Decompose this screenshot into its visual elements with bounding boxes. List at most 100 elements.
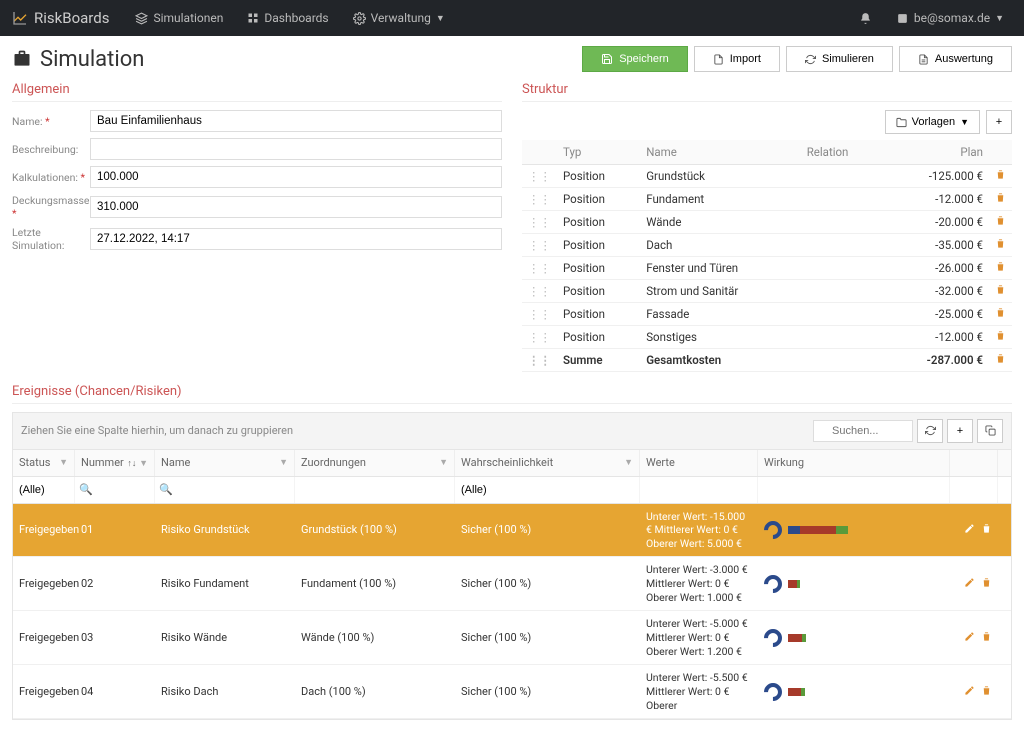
cell-plan: -26.000 € (884, 256, 989, 279)
filter-name[interactable] (173, 480, 290, 500)
drag-handle-icon[interactable]: ⋮⋮ (522, 233, 557, 256)
table-row-sum[interactable]: ⋮⋮ Summe Gesamtkosten -287.000 € (522, 348, 1012, 371)
trash-icon (981, 523, 992, 534)
import-button[interactable]: Import (694, 46, 780, 72)
col-typ[interactable]: Typ (557, 140, 640, 164)
col-name[interactable]: Name (640, 140, 800, 164)
delete-button[interactable] (989, 210, 1012, 233)
delete-button[interactable] (989, 187, 1012, 210)
cell-wirk (758, 569, 950, 599)
grid-row[interactable]: Freigegeben 02 Risiko Fundament Fundamen… (13, 557, 1011, 611)
drag-handle-icon[interactable]: ⋮⋮ (522, 325, 557, 348)
col-werte[interactable]: Werte (640, 450, 758, 476)
input-beschreibung[interactable] (90, 138, 502, 160)
delete-button[interactable] (989, 279, 1012, 302)
delete-button[interactable] (989, 233, 1012, 256)
table-row[interactable]: ⋮⋮ Position Fenster und Türen -26.000 € (522, 256, 1012, 279)
table-row[interactable]: ⋮⋮ Position Dach -35.000 € (522, 233, 1012, 256)
edit-button[interactable] (964, 631, 975, 645)
edit-button[interactable] (964, 685, 975, 699)
drag-handle-icon[interactable]: ⋮⋮ (522, 187, 557, 210)
nav-verwaltung[interactable]: Verwaltung ▼ (343, 0, 455, 36)
table-row[interactable]: ⋮⋮ Position Sonstiges -12.000 € (522, 325, 1012, 348)
group-bar[interactable]: Ziehen Sie eine Spalte hierhin, um danac… (12, 412, 1012, 450)
delete-button[interactable] (989, 302, 1012, 325)
user-menu[interactable]: be@somax.de ▼ (888, 0, 1012, 36)
input-letzte[interactable] (90, 228, 502, 250)
grid-row[interactable]: Freigegeben 04 Risiko Dach Dach (100 %) … (13, 665, 1011, 719)
trash-icon (995, 284, 1006, 295)
grid-row[interactable]: Freigegeben 01 Risiko Grundstück Grundst… (13, 504, 1011, 558)
cell-wahr: Sicher (100 %) (455, 517, 640, 542)
table-row[interactable]: ⋮⋮ Position Strom und Sanitär -32.000 € (522, 279, 1012, 302)
grid-row[interactable]: Freigegeben 03 Risiko Wände Wände (100 %… (13, 611, 1011, 665)
filter-nummer[interactable] (93, 480, 150, 500)
drag-handle-icon[interactable]: ⋮⋮ (522, 302, 557, 325)
trash-icon (981, 685, 992, 696)
nav-label: Simulationen (153, 11, 223, 25)
col-wirk[interactable]: Wirkung (758, 450, 950, 476)
cell-name: Risiko Grundstück (155, 517, 295, 542)
edit-button[interactable] (964, 577, 975, 591)
delete-button[interactable] (981, 577, 992, 591)
delete-button[interactable] (981, 523, 992, 537)
drag-handle-icon[interactable]: ⋮⋮ (522, 164, 557, 187)
report-button[interactable]: Auswertung (899, 46, 1012, 72)
delete-button[interactable] (989, 325, 1012, 348)
gauge-icon (760, 517, 785, 542)
nav-dashboards[interactable]: Dashboards (237, 0, 338, 36)
vorlagen-button[interactable]: Vorlagen ▼ (885, 110, 980, 134)
search-input[interactable] (813, 420, 913, 442)
filter-wahr[interactable] (459, 480, 635, 500)
col-zuord[interactable]: Zuordnungen▼ (295, 450, 455, 476)
col-wahr[interactable]: Wahrscheinlichkeit▼ (455, 450, 640, 476)
cell-relation (801, 279, 884, 302)
save-button[interactable]: Speichern (582, 46, 688, 72)
table-row[interactable]: ⋮⋮ Position Fassade -25.000 € (522, 302, 1012, 325)
filter-icon[interactable]: ▼ (279, 457, 288, 468)
delete-button[interactable] (989, 348, 1012, 371)
refresh-button[interactable] (917, 419, 943, 443)
drag-handle-icon[interactable]: ⋮⋮ (522, 210, 557, 233)
input-kalkulationen[interactable] (90, 166, 502, 188)
delete-button[interactable] (981, 685, 992, 699)
table-row[interactable]: ⋮⋮ Position Grundstück -125.000 € (522, 164, 1012, 187)
input-name[interactable] (90, 110, 502, 132)
delete-button[interactable] (989, 164, 1012, 187)
drag-handle-icon[interactable]: ⋮⋮ (522, 348, 557, 371)
delete-button[interactable] (981, 631, 992, 645)
notifications-button[interactable] (851, 0, 880, 36)
filter-icon[interactable]: ▼ (139, 459, 148, 469)
col-status[interactable]: Status▼ (13, 450, 75, 476)
chevron-down-icon: ▼ (436, 13, 445, 24)
col-nummer[interactable]: Nummer↑↓ ▼ (75, 450, 155, 476)
brand[interactable]: RiskBoards (12, 9, 109, 27)
copy-event-button[interactable] (977, 419, 1003, 443)
filter-status[interactable] (17, 480, 70, 500)
cell-wirk (758, 515, 950, 545)
table-row[interactable]: ⋮⋮ Position Wände -20.000 € (522, 210, 1012, 233)
add-event-button[interactable]: + (947, 419, 973, 443)
events-heading: Ereignisse (Chancen/Risiken) (12, 384, 1012, 404)
drag-handle-icon[interactable]: ⋮⋮ (522, 256, 557, 279)
col-plan[interactable]: Plan (884, 140, 989, 164)
simulate-button[interactable]: Simulieren (786, 46, 893, 72)
col-relation[interactable]: Relation (801, 140, 884, 164)
edit-button[interactable] (964, 523, 975, 537)
nav-simulationen[interactable]: Simulationen (125, 0, 233, 36)
filter-icon[interactable]: ▼ (439, 457, 448, 468)
filter-icon[interactable]: ▼ (59, 457, 68, 468)
cell-status: Freigegeben (13, 625, 75, 650)
drag-handle-icon[interactable]: ⋮⋮ (522, 279, 557, 302)
col-name[interactable]: Name▼ (155, 450, 295, 476)
events-tools: + (813, 419, 1003, 443)
delete-button[interactable] (989, 256, 1012, 279)
cell-typ: Position (557, 325, 640, 348)
input-deckungsmasse[interactable] (90, 196, 502, 218)
cell-name: Risiko Dach (155, 679, 295, 704)
cell-status: Freigegeben (13, 679, 75, 704)
table-row[interactable]: ⋮⋮ Position Fundament -12.000 € (522, 187, 1012, 210)
field-name: Name: * (12, 110, 502, 132)
filter-icon[interactable]: ▼ (624, 457, 633, 468)
add-struct-button[interactable]: + (986, 110, 1012, 134)
